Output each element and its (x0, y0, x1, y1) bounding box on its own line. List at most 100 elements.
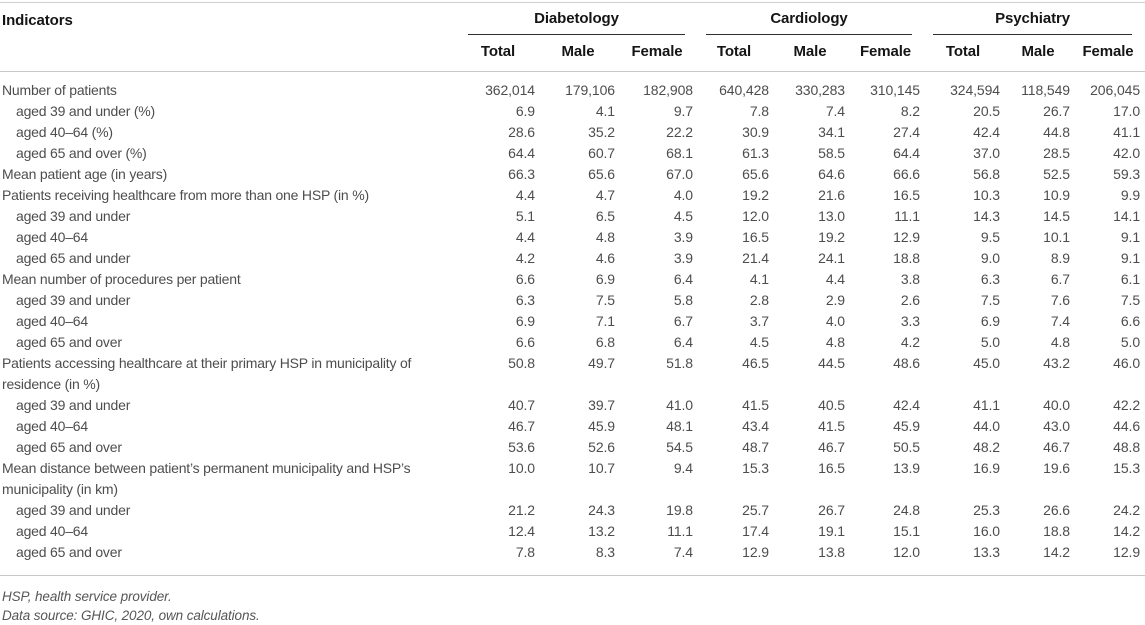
cell-value: 19.8 (666, 502, 693, 518)
col-header-indicators: Indicators (0, 3, 460, 72)
row-label: Patients receiving healthcare from more … (2, 187, 369, 203)
cell-value: 10.0 (508, 460, 535, 476)
cell-value: 5.1 (515, 208, 535, 224)
cell-value: 37.0 (973, 145, 1000, 161)
cell-value: 7.4 (1050, 313, 1070, 329)
cell-value: 46.7 (508, 418, 535, 434)
cell-value: 12.0 (893, 544, 920, 560)
cell-value: 52.6 (588, 439, 615, 455)
cell-value: 6.6 (515, 271, 535, 287)
cell-value: 206,045 (1090, 82, 1141, 98)
cell-value: 3.9 (673, 250, 693, 266)
cell-value: 44.8 (1043, 124, 1070, 140)
cell-value: 21.2 (508, 502, 535, 518)
cell-value: 9.1 (1120, 250, 1141, 266)
cell-value: 14.1 (1113, 208, 1141, 224)
cell-value: 8.2 (900, 103, 920, 119)
cell-value: 14.3 (973, 208, 1000, 224)
cell-value: 2.9 (825, 292, 845, 308)
cell-value: 6.9 (515, 103, 535, 119)
cell-value: 21.6 (818, 187, 845, 203)
cell-value: 11.1 (667, 523, 693, 539)
cell-value: 45.9 (893, 418, 920, 434)
cell-value: 7.8 (749, 103, 769, 119)
cell-value: 4.8 (825, 334, 845, 350)
cell-value: 6.8 (595, 334, 615, 350)
cell-value: 10.1 (1043, 229, 1070, 245)
cell-value: 16.9 (973, 460, 1000, 476)
cell-value: 58.5 (818, 145, 845, 161)
cell-value: 14.5 (1043, 208, 1070, 224)
cell-value: 40.0 (1043, 397, 1070, 413)
row-label: aged 65 and over (16, 544, 122, 560)
cell-value: 49.7 (588, 355, 615, 371)
cell-value: 60.7 (588, 145, 615, 161)
cell-value: 64.4 (893, 145, 920, 161)
table-row: aged 65 and over 53.6 52.6 54.5 48.7 46.7 50.5… (0, 437, 1145, 458)
cell-value: 40.7 (508, 397, 535, 413)
cell-value: 8.9 (1050, 250, 1070, 266)
table-row: aged 39 and under (%) 6.9 4.1 9.7 7.8 7.4 8.2 2… (0, 101, 1145, 122)
cell-value: 25.7 (742, 502, 769, 518)
row-label: aged 39 and under (16, 292, 131, 308)
cell-value: 10.9 (1043, 187, 1070, 203)
cell-value: 7.1 (595, 313, 615, 329)
row-label: Number of patients (2, 82, 117, 98)
indicators-table: Indicators Diabetology Cardiology Psychi… (0, 3, 1145, 576)
cell-value: 7.4 (825, 103, 845, 119)
cell-value: 66.6 (893, 166, 920, 182)
group-header-diabetology: Diabetology (460, 3, 698, 35)
cell-value: 12.4 (508, 523, 535, 539)
cell-value: 35.2 (588, 124, 615, 140)
cell-value: 9.9 (1120, 187, 1141, 203)
table-row: aged 40–64 12.4 13.2 11.1 17.4 19.1 15.1 16.0 18… (0, 521, 1145, 542)
cell-value: 10.3 (973, 187, 1000, 203)
table-row: Mean distance between patient’s permanen… (0, 458, 1145, 500)
cell-value: 6.3 (980, 271, 1000, 287)
cell-value: 4.2 (900, 334, 920, 350)
table-row: Patients receiving healthcare from more … (0, 185, 1145, 206)
subcol-header-diabetology-total: Total (460, 35, 540, 72)
table-row: Mean number of procedures per patient 6.6… (0, 269, 1145, 290)
cell-value: 42.4 (973, 124, 1000, 140)
table-row: aged 39 and under 6.3 7.5 5.8 2.8 2.9 2.6 7.5 7.… (0, 290, 1145, 311)
cell-value: 9.7 (673, 103, 693, 119)
cell-value: 6.7 (1050, 271, 1070, 287)
cell-value: 61.3 (742, 145, 769, 161)
cell-value: 64.6 (818, 166, 845, 182)
cell-value: 56.8 (973, 166, 1000, 182)
cell-value: 44.6 (1113, 418, 1141, 434)
cell-value: 26.6 (1043, 502, 1070, 518)
cell-value: 40.5 (818, 397, 845, 413)
table-row: aged 39 and under 21.2 24.3 19.8 25.7 26.7 24.… (0, 500, 1145, 521)
row-label: aged 39 and under (16, 397, 131, 413)
subcol-header-cardiology-male: Male (774, 35, 850, 72)
cell-value: 3.7 (749, 313, 769, 329)
footnote-data-source: Data source: GHIC, 2020, own calculation… (2, 608, 260, 623)
table-row: aged 39 and under 40.7 39.7 41.0 41.5 40.5 42.… (0, 395, 1145, 416)
cell-value: 8.3 (595, 544, 615, 560)
cell-value: 6.9 (515, 313, 535, 329)
cell-value: 41.1 (1113, 124, 1141, 140)
cell-value: 7.4 (673, 544, 693, 560)
cell-value: 4.2 (515, 250, 535, 266)
cell-value: 50.8 (508, 355, 535, 371)
row-label: aged 65 and over (16, 334, 122, 350)
table-footnotes: HSP, health service provider. Data sourc… (2, 587, 1145, 625)
cell-value: 28.5 (1043, 145, 1070, 161)
cell-value: 330,283 (795, 82, 845, 98)
cell-value: 6.9 (595, 271, 615, 287)
cell-value: 13.3 (973, 544, 1000, 560)
cell-value: 9.5 (980, 229, 1000, 245)
cell-value: 41.5 (742, 397, 769, 413)
row-label: Mean distance between patient’s permanen… (2, 460, 411, 497)
table-row: aged 40–64 6.9 7.1 6.7 3.7 4.0 3.3 6.9 7.4 6.6 (0, 311, 1145, 332)
table-header: Indicators Diabetology Cardiology Psychi… (0, 3, 1145, 72)
cell-value: 46.7 (818, 439, 845, 455)
table-row: aged 65 and under 4.2 4.6 3.9 21.4 24.1 18.8 9.… (0, 248, 1145, 269)
subcol-header-psychiatry-total: Total (925, 35, 1005, 72)
row-label: aged 40–64 (16, 229, 88, 245)
cell-value: 6.9 (980, 313, 1000, 329)
cell-value: 25.3 (973, 502, 1000, 518)
